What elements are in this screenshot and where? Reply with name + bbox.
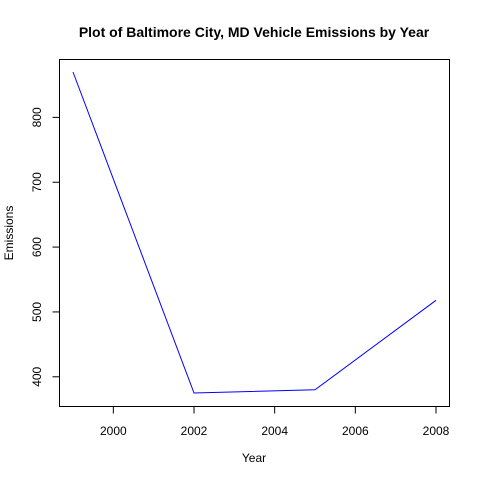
y-tick-label: 700 [30, 172, 44, 192]
x-axis: 2000 2002 2004 2006 2008 [100, 406, 450, 438]
y-tick-label: 500 [30, 302, 44, 322]
x-tick-label: 2008 [423, 424, 450, 438]
y-axis: 400 500 600 700 800 [30, 107, 60, 387]
x-tick-label: 2004 [261, 424, 288, 438]
x-axis-label: Year [242, 451, 266, 465]
series-layer [72, 71, 437, 394]
x-tick-label: 2000 [100, 424, 127, 438]
y-axis-label: Emissions [2, 206, 16, 261]
series-line [72, 71, 437, 394]
chart-title: Plot of Baltimore City, MD Vehicle Emiss… [79, 24, 430, 40]
y-tick-label: 800 [30, 107, 44, 127]
y-tick-label: 400 [30, 366, 44, 386]
x-tick-label: 2006 [342, 424, 369, 438]
y-tick-label: 600 [30, 237, 44, 257]
x-tick-label: 2002 [181, 424, 208, 438]
